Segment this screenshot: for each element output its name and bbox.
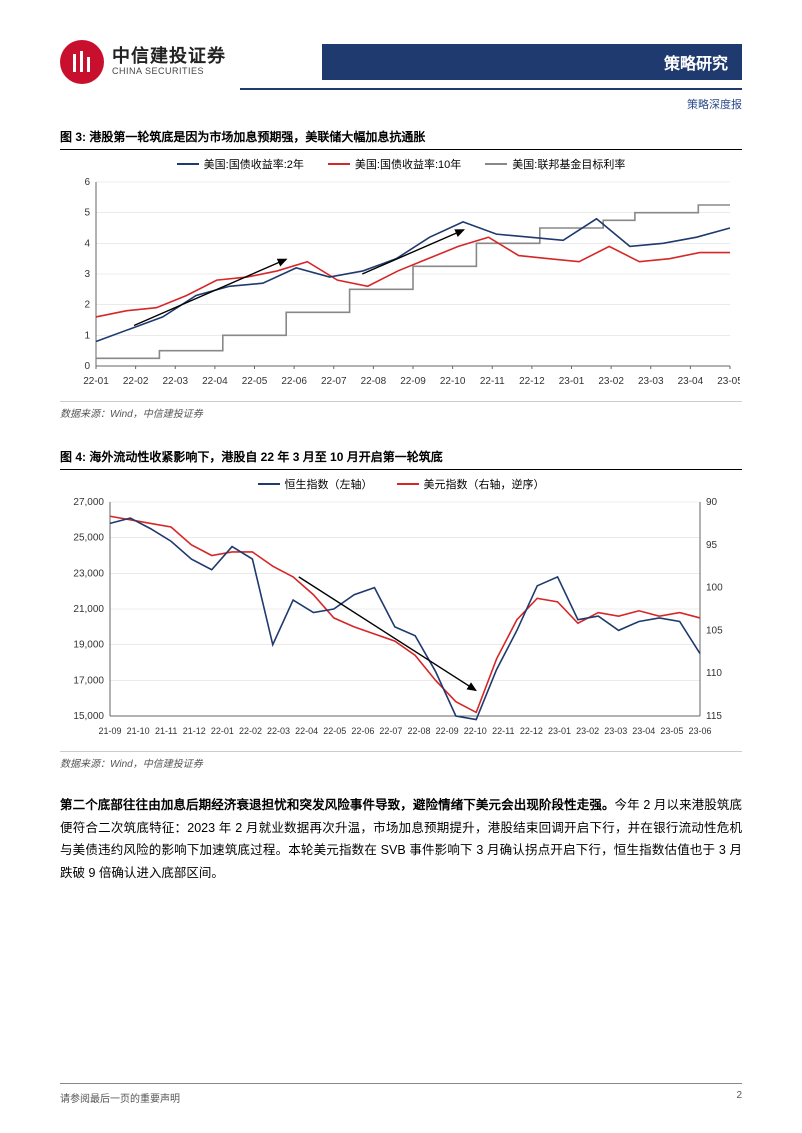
svg-text:4: 4 bbox=[84, 238, 90, 249]
svg-text:22-04: 22-04 bbox=[295, 726, 318, 736]
fig4-title: 图 4: 海外流动性收紧影响下，港股自 22 年 3 月至 10 月开启第一轮筑… bbox=[60, 448, 742, 470]
svg-text:25,000: 25,000 bbox=[73, 533, 104, 544]
svg-text:22-03: 22-03 bbox=[267, 726, 290, 736]
svg-text:0: 0 bbox=[84, 361, 90, 372]
svg-text:22-04: 22-04 bbox=[202, 376, 228, 387]
svg-text:22-02: 22-02 bbox=[123, 376, 149, 387]
legend-item: 美国:国债收益率:2年 bbox=[177, 156, 304, 172]
svg-text:110: 110 bbox=[706, 668, 722, 679]
svg-text:23-04: 23-04 bbox=[632, 726, 655, 736]
svg-text:23-01: 23-01 bbox=[548, 726, 571, 736]
svg-text:17,000: 17,000 bbox=[73, 675, 104, 686]
svg-text:23,000: 23,000 bbox=[73, 568, 104, 579]
footer-page-number: 2 bbox=[736, 1090, 742, 1105]
logo-text-en: CHINA SECURITIES bbox=[112, 67, 226, 77]
fig3-title: 图 3: 港股第一轮筑底是因为市场加息预期强，美联储大幅加息抗通胀 bbox=[60, 128, 742, 150]
logo-text-cn: 中信建投证券 bbox=[112, 47, 226, 67]
svg-text:27,000: 27,000 bbox=[73, 497, 104, 508]
svg-text:23-05: 23-05 bbox=[660, 726, 683, 736]
svg-text:2: 2 bbox=[84, 300, 90, 311]
svg-text:22-01: 22-01 bbox=[211, 726, 234, 736]
svg-text:23-06: 23-06 bbox=[688, 726, 711, 736]
body-lead: 第二个底部往往由加息后期经济衰退担忧和突发风险事件导致，避险情绪下美元会出现阶段… bbox=[60, 798, 615, 812]
svg-text:22-11: 22-11 bbox=[480, 376, 505, 387]
svg-text:22-06: 22-06 bbox=[351, 726, 374, 736]
svg-text:105: 105 bbox=[706, 625, 723, 636]
svg-text:22-10: 22-10 bbox=[464, 726, 487, 736]
body-paragraph: 第二个底部往往由加息后期经济衰退担忧和突发风险事件导致，避险情绪下美元会出现阶段… bbox=[60, 794, 742, 884]
svg-text:1: 1 bbox=[84, 330, 90, 341]
svg-text:100: 100 bbox=[706, 583, 723, 594]
svg-text:22-09: 22-09 bbox=[400, 376, 426, 387]
svg-text:22-11: 22-11 bbox=[492, 726, 514, 736]
fig3-source: 数据来源：Wind，中信建投证券 bbox=[60, 401, 742, 420]
page-header: 中信建投证券 CHINA SECURITIES 策略研究 bbox=[60, 40, 742, 84]
legend-item: 美国:国债收益率:10年 bbox=[328, 156, 461, 172]
svg-text:22-05: 22-05 bbox=[242, 376, 268, 387]
svg-text:21-12: 21-12 bbox=[183, 726, 206, 736]
svg-text:21,000: 21,000 bbox=[73, 604, 104, 615]
svg-text:22-05: 22-05 bbox=[323, 726, 346, 736]
figure-3: 图 3: 港股第一轮筑底是因为市场加息预期强，美联储大幅加息抗通胀 美国:国债收… bbox=[60, 128, 742, 420]
svg-text:5: 5 bbox=[84, 208, 90, 219]
svg-text:23-04: 23-04 bbox=[678, 376, 704, 387]
footer-disclaimer: 请参阅最后一页的重要声明 bbox=[60, 1090, 180, 1105]
fig4-legend: 恒生指数（左轴） 美元指数（右轴，逆序） bbox=[60, 476, 742, 492]
svg-text:22-08: 22-08 bbox=[408, 726, 431, 736]
svg-text:23-03: 23-03 bbox=[638, 376, 664, 387]
svg-text:21-10: 21-10 bbox=[127, 726, 150, 736]
svg-text:22-12: 22-12 bbox=[520, 726, 543, 736]
svg-text:19,000: 19,000 bbox=[73, 640, 104, 651]
svg-text:23-02: 23-02 bbox=[598, 376, 624, 387]
fig4-source: 数据来源：Wind，中信建投证券 bbox=[60, 751, 742, 770]
svg-text:22-08: 22-08 bbox=[361, 376, 387, 387]
svg-text:21-11: 21-11 bbox=[155, 726, 177, 736]
svg-text:21-09: 21-09 bbox=[98, 726, 121, 736]
legend-item: 美元指数（右轴，逆序） bbox=[397, 476, 545, 492]
svg-text:22-12: 22-12 bbox=[519, 376, 545, 387]
sub-header: 策略深度报 bbox=[60, 96, 742, 112]
svg-text:22-07: 22-07 bbox=[321, 376, 347, 387]
svg-text:23-01: 23-01 bbox=[559, 376, 585, 387]
svg-text:22-09: 22-09 bbox=[436, 726, 459, 736]
svg-text:90: 90 bbox=[706, 497, 718, 508]
svg-text:22-01: 22-01 bbox=[83, 376, 109, 387]
svg-text:95: 95 bbox=[706, 540, 718, 551]
svg-text:23-02: 23-02 bbox=[576, 726, 599, 736]
logo-block: 中信建投证券 CHINA SECURITIES bbox=[60, 40, 226, 84]
svg-text:22-10: 22-10 bbox=[440, 376, 466, 387]
legend-item: 美国:联邦基金目标利率 bbox=[485, 156, 625, 172]
svg-text:22-02: 22-02 bbox=[239, 726, 262, 736]
figure-4: 图 4: 海外流动性收紧影响下，港股自 22 年 3 月至 10 月开启第一轮筑… bbox=[60, 448, 742, 770]
header-rule bbox=[240, 88, 742, 90]
svg-text:115: 115 bbox=[706, 711, 722, 722]
fig3-legend: 美国:国债收益率:2年 美国:国债收益率:10年 美国:联邦基金目标利率 bbox=[60, 156, 742, 172]
svg-text:23-03: 23-03 bbox=[604, 726, 627, 736]
fig4-chart: 15,000 17,000 19,000 21,000 23,000 25,000 27,0… bbox=[60, 494, 740, 744]
header-banner: 策略研究 bbox=[322, 44, 742, 80]
fig3-chart: 0 1 2 3 4 5 6 22-01 22-02 22-03 22-04 22-05 22-06 22-… bbox=[60, 174, 740, 394]
svg-text:15,000: 15,000 bbox=[73, 711, 104, 722]
legend-item: 恒生指数（左轴） bbox=[258, 476, 373, 492]
svg-text:23-05: 23-05 bbox=[717, 376, 740, 387]
logo-icon bbox=[60, 40, 104, 84]
page-footer: 请参阅最后一页的重要声明 2 bbox=[60, 1083, 742, 1105]
svg-text:22-07: 22-07 bbox=[379, 726, 402, 736]
svg-text:22-06: 22-06 bbox=[281, 376, 307, 387]
svg-text:3: 3 bbox=[84, 269, 90, 280]
svg-text:22-03: 22-03 bbox=[162, 376, 188, 387]
svg-text:6: 6 bbox=[84, 177, 90, 188]
